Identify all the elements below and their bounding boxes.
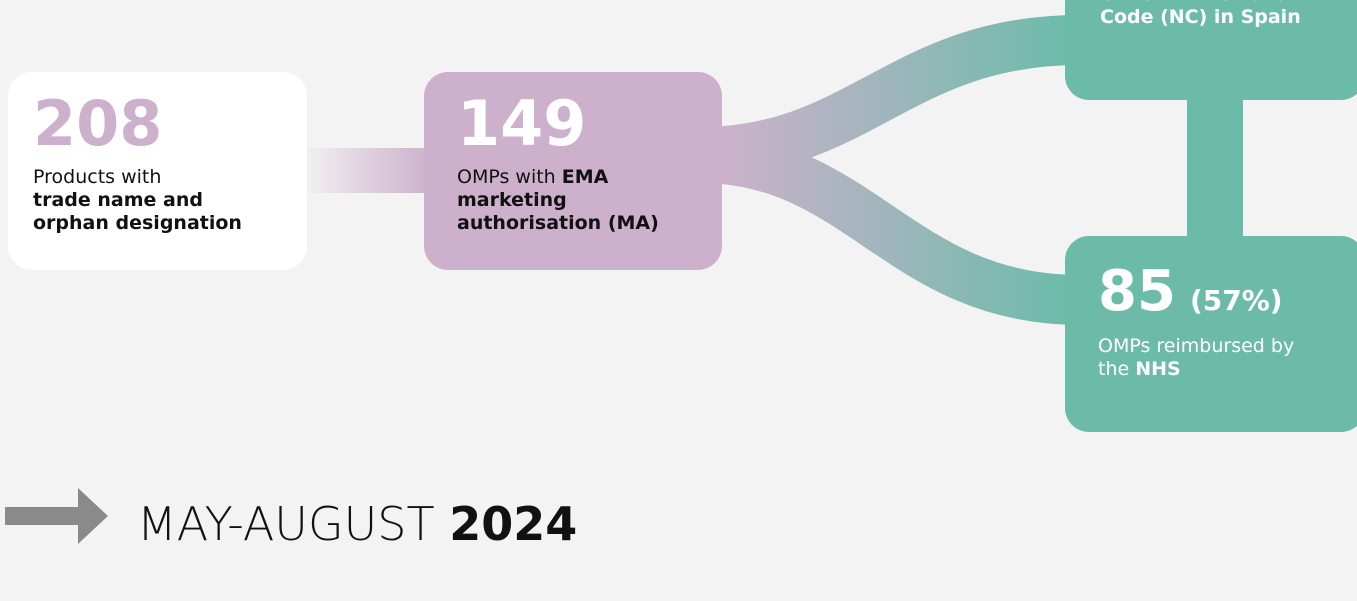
- box-label: trade name and: [33, 189, 203, 211]
- label-part: orphan designation: [33, 212, 242, 234]
- connector: [300, 148, 430, 193]
- label-part: marketing: [457, 189, 567, 211]
- label-part: Code (NC) in Spain: [1100, 6, 1301, 28]
- box-label: authorisation (MA): [457, 212, 659, 234]
- arrow-icon: [5, 488, 108, 544]
- box-label: Code (NC) in Spain: [1100, 6, 1301, 28]
- label-part: trade name and: [33, 189, 203, 211]
- box-label: OMPs with National: [1100, 0, 1295, 5]
- label-part: EMA: [562, 166, 609, 188]
- number: 208: [33, 87, 162, 160]
- period-text: MAY-AUGUST: [137, 497, 449, 551]
- box: [424, 72, 722, 270]
- box-label: marketing: [457, 189, 567, 211]
- box-number: 149: [457, 87, 586, 160]
- box-label: the NHS: [1098, 358, 1181, 380]
- connector: [1187, 90, 1243, 250]
- box-label: OMPs with EMA: [457, 166, 609, 188]
- label-part: OMPs reimbursed by: [1098, 335, 1294, 357]
- box: [1065, 0, 1357, 100]
- period-year: 2024: [449, 497, 577, 551]
- box-number: 85 (57%): [1098, 259, 1283, 324]
- number: 85: [1098, 259, 1176, 324]
- label-part: OMPs with: [1100, 0, 1205, 5]
- period: MAY-AUGUST 2024: [137, 497, 577, 551]
- label-part: OMPs with: [457, 166, 562, 188]
- flow-down: [699, 133, 1081, 325]
- label-part: authorisation (MA): [457, 212, 659, 234]
- box-label: OMPs reimbursed by: [1098, 335, 1294, 357]
- percent: (57%): [1190, 284, 1283, 317]
- box-label: orphan designation: [33, 212, 242, 234]
- label-part: Products with: [33, 166, 161, 188]
- box: [8, 72, 307, 270]
- box-label: Products with: [33, 166, 161, 188]
- box: [1065, 236, 1357, 432]
- box-number: 208: [33, 87, 162, 160]
- label-part: NHS: [1135, 358, 1181, 380]
- label-part: the: [1098, 358, 1135, 380]
- number: 149: [457, 87, 586, 160]
- label-part: National: [1205, 0, 1295, 5]
